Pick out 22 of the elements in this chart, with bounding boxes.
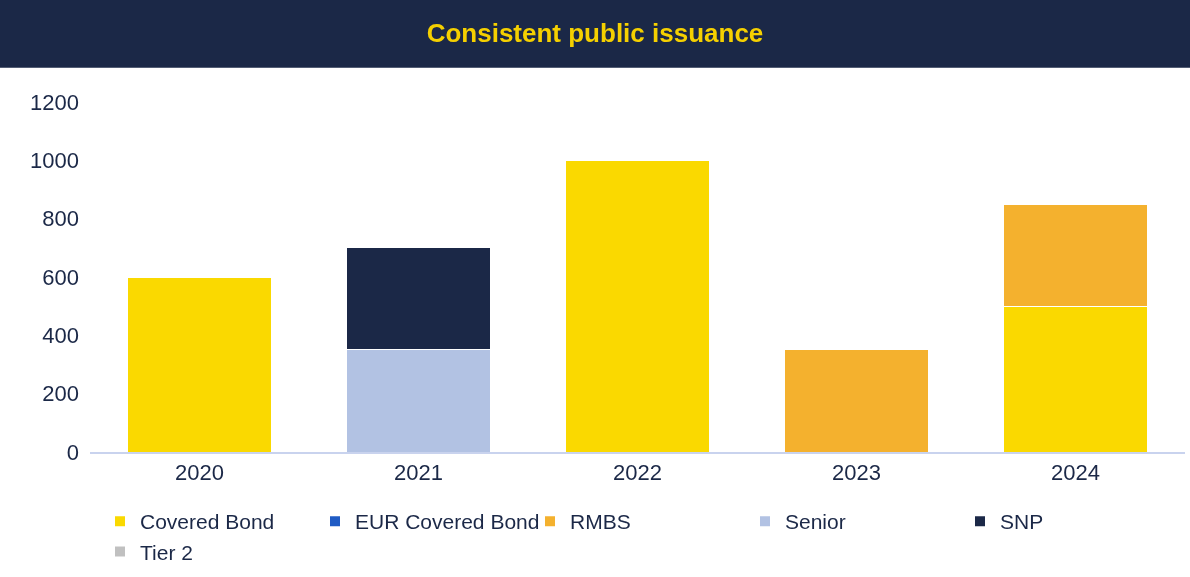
- bar: [564, 159, 711, 452]
- x-tick-label: 2021: [394, 460, 443, 486]
- y-tick-label: 800: [42, 206, 79, 232]
- y-tick-label: 1000: [30, 148, 79, 174]
- legend-label: EUR Covered Bond: [355, 510, 540, 534]
- legend-label: Senior: [785, 510, 846, 534]
- legend-label: SNP: [1000, 510, 1044, 534]
- chart-title: Consistent public issuance: [426, 18, 764, 49]
- y-tick-label: 1200: [30, 89, 79, 115]
- y-tick-label: 600: [42, 264, 79, 290]
- y-tick-label: 0: [66, 439, 79, 465]
- legend-label: Covered Bond: [140, 510, 275, 534]
- legend-label: Tier 2: [140, 540, 193, 564]
- x-tick-label: 2023: [832, 460, 881, 486]
- x-tick-label: 2020: [175, 460, 224, 486]
- legend-label: RMBS: [570, 510, 631, 534]
- y-tick-label: 200: [42, 381, 79, 407]
- x-tick-label: 2022: [613, 460, 662, 486]
- bar: [783, 349, 930, 452]
- y-tick-label: 400: [42, 323, 79, 349]
- bar: [126, 276, 273, 452]
- x-tick-label: 2024: [1051, 460, 1100, 486]
